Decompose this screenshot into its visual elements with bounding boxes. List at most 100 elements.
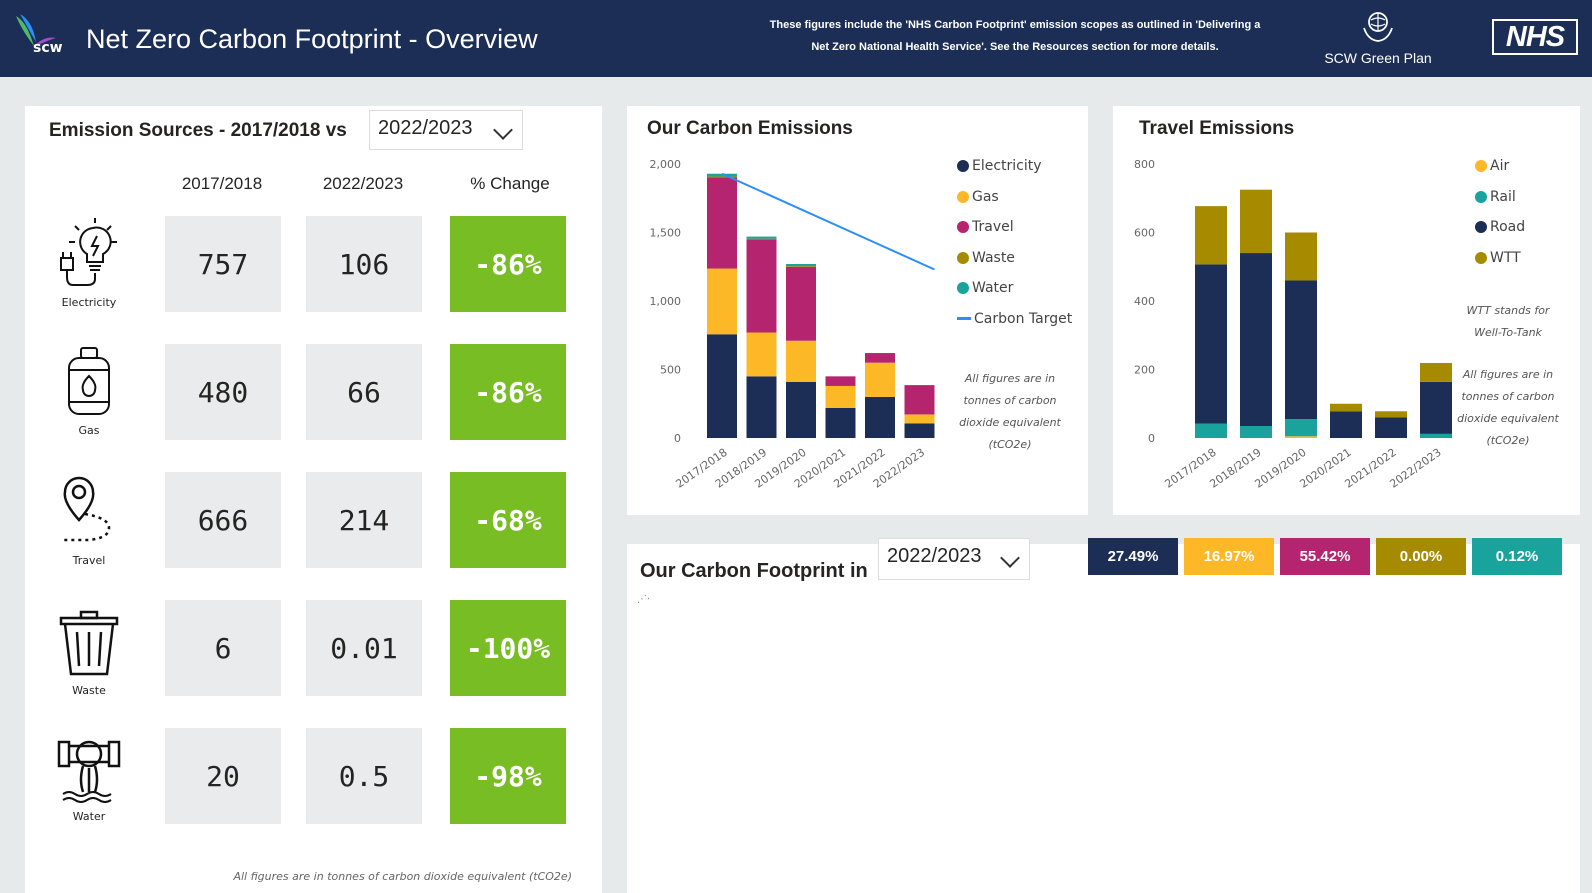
legend-item-air[interactable]: Air xyxy=(1475,158,1509,174)
bar-road xyxy=(1375,417,1407,438)
bar-gas xyxy=(825,385,856,408)
carbon-target-line xyxy=(721,172,935,271)
legend-item-electricity[interactable]: Electricity xyxy=(957,158,1042,174)
legend-item-carbon-target[interactable]: Carbon Target xyxy=(957,311,1072,327)
travel-note-line: tonnes of carbon xyxy=(1461,390,1555,403)
electricity-compare-value: 106 xyxy=(306,216,422,312)
bar-rail xyxy=(1420,433,1452,438)
carbon-note-line: All figures are in xyxy=(964,372,1056,385)
share-water: 0.12% xyxy=(1472,538,1562,575)
legend-item-road[interactable]: Road xyxy=(1475,219,1525,235)
bar-travel xyxy=(746,239,777,333)
carbon-emissions-title: Our Carbon Emissions xyxy=(647,118,853,139)
header-note-line2-post: section for more details. xyxy=(1088,41,1219,53)
bar-gas xyxy=(786,340,816,382)
bar-air xyxy=(1285,436,1317,438)
y-tick-label: 1,500 xyxy=(650,227,682,240)
waste-label: Waste xyxy=(72,684,106,697)
chevron-down-icon xyxy=(493,120,513,140)
col-header-base: 2017/2018 xyxy=(181,174,263,193)
bar-waste xyxy=(786,266,816,267)
bar-wtt xyxy=(1285,232,1317,281)
bar-electricity xyxy=(786,381,816,438)
green-plan-link[interactable]: SCW Green Plan xyxy=(1308,8,1448,66)
bar-road xyxy=(1195,264,1227,424)
bar-electricity xyxy=(865,396,895,438)
legend-item-travel[interactable]: Travel xyxy=(957,219,1014,235)
electricity-icon: Electricity xyxy=(49,218,129,309)
y-tick-label: 200 xyxy=(1134,364,1155,377)
legend-label: Carbon Target xyxy=(974,310,1073,327)
legend-label: Gas xyxy=(972,188,999,205)
legend-item-gas[interactable]: Gas xyxy=(957,189,999,205)
resources-link[interactable]: Resources xyxy=(1032,41,1089,53)
travel-note-line: All figures are in xyxy=(1462,368,1554,381)
water-compare-value: 0.5 xyxy=(306,728,422,824)
y-tick-label: 0 xyxy=(1148,432,1155,445)
travel-label: Travel xyxy=(72,554,106,567)
legend-marker xyxy=(957,251,969,264)
loading-spinner-icon: ⋰⋅ xyxy=(637,594,651,605)
legend-item-water[interactable]: Water xyxy=(957,280,1013,296)
water-base-value: 20 xyxy=(165,728,281,824)
header-note-line2: Net Zero National Health Service'. See t… xyxy=(745,36,1285,58)
scw-logo-text: scw xyxy=(33,40,63,56)
travel-base-value: 666 xyxy=(165,472,281,568)
bar-road xyxy=(1240,253,1272,427)
col-header-compare: 2022/2023 xyxy=(322,174,404,193)
y-tick-label: 0 xyxy=(674,432,681,445)
electricity-base-value: 757 xyxy=(165,216,281,312)
year-dropdown-value: 2022/2023 xyxy=(378,117,473,139)
y-tick-label: 1,000 xyxy=(650,295,682,308)
bar-rail xyxy=(1285,419,1317,437)
header-note: These figures include the 'NHS Carbon Fo… xyxy=(745,14,1285,58)
bar-travel xyxy=(786,266,816,341)
travel-emissions-chart: 80060040020002017/20182018/20192019/2020… xyxy=(1134,158,1452,491)
year-dropdown[interactable]: 2022/2023 xyxy=(369,110,523,150)
legend-label: Waste xyxy=(972,249,1015,266)
legend-label: Water xyxy=(972,280,1014,296)
header-bar: scw Net Zero Carbon Footprint - Overview… xyxy=(0,0,1592,77)
travel-change-value: -68% xyxy=(450,472,566,568)
bar-gas xyxy=(746,332,777,377)
map-pin-icon: Travel xyxy=(49,476,129,567)
green-plan-icon xyxy=(1363,12,1393,42)
travel-emissions-note: All figures are in tonnes of carbon diox… xyxy=(1443,364,1573,452)
legend-item-wtt[interactable]: WTT xyxy=(1475,250,1521,266)
bar-water xyxy=(786,264,816,267)
legend-marker xyxy=(957,317,971,320)
bar-wtt xyxy=(1195,206,1227,265)
trash-bin-icon: Waste xyxy=(49,606,129,697)
carbon-emissions-chart: 2,0001,5001,00050002017/20182018/2019201… xyxy=(650,158,935,491)
legend-marker xyxy=(957,190,969,203)
gas-label: Gas xyxy=(78,424,100,437)
page-title: Net Zero Carbon Footprint - Overview xyxy=(86,24,538,54)
bar-road xyxy=(1420,381,1452,434)
bar-gas xyxy=(865,362,895,397)
bar-road xyxy=(1285,280,1317,420)
gas-change-value: -86% xyxy=(450,344,566,440)
legend-item-rail[interactable]: Rail xyxy=(1475,189,1516,205)
bar-water xyxy=(746,236,777,239)
legend-item-waste[interactable]: Waste xyxy=(957,250,1015,266)
y-tick-label: 2,000 xyxy=(650,158,682,171)
emission-sources-title: Emission Sources - 2017/2018 vs xyxy=(49,120,347,141)
bar-road xyxy=(1330,411,1362,438)
header-note-line1: These figures include the 'NHS Carbon Fo… xyxy=(769,19,1261,31)
footprint-year-dropdown[interactable]: 2022/2023 xyxy=(878,538,1030,580)
gas-base-value: 480 xyxy=(165,344,281,440)
share-electricity: 27.49% xyxy=(1088,538,1178,575)
electricity-change-value: -86% xyxy=(450,216,566,312)
wtt-note-line: Well-To-Tank xyxy=(1474,326,1542,339)
bar-travel xyxy=(904,385,935,415)
gas-cylinder-icon: Gas xyxy=(49,346,129,437)
y-tick-label: 600 xyxy=(1134,227,1155,240)
travel-emissions-title: Travel Emissions xyxy=(1139,118,1295,139)
emission-sources-footnote: All figures are in tonnes of carbon diox… xyxy=(233,870,572,883)
bar-wtt xyxy=(1240,189,1272,254)
legend-marker xyxy=(1475,190,1487,203)
legend-marker xyxy=(1475,251,1487,264)
carbon-note-line: dioxide equivalent xyxy=(959,416,1061,429)
bar-electricity xyxy=(746,376,777,438)
bar-rail xyxy=(1195,423,1227,438)
